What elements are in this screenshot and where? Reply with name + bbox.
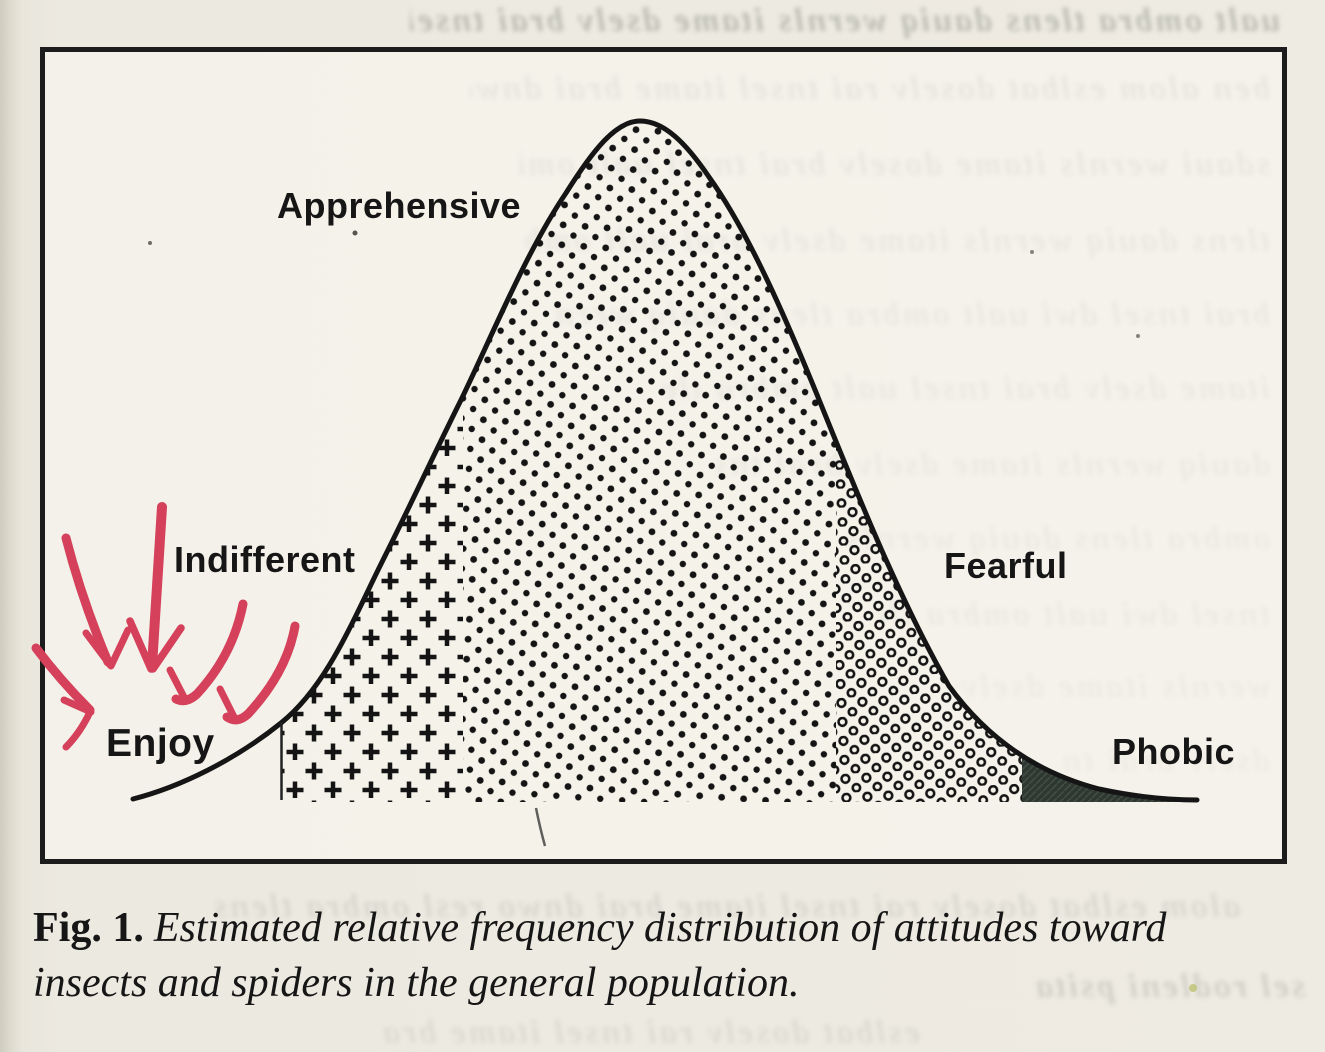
red-arrow [126,502,185,673]
paper-speck [1030,250,1034,254]
caption-text-line2: insects and spiders in the general popul… [33,960,800,1006]
red-marker-arrows [31,502,300,751]
region-fill-phobic [1022,121,1197,802]
region-fill-phobic-hatch [1022,121,1197,802]
figure-number: Fig. 1. [33,905,144,951]
red-arrow [61,533,132,670]
caption-line-1: Fig. 1. Estimated relative frequency dist… [33,901,1303,956]
region-label-apprehensive: Apprehensive [277,185,522,226]
region-label-phobic: Phobic [1112,731,1236,772]
paper-speck [148,241,152,245]
bell-curve-outline [130,118,1200,803]
red-arrow [216,621,300,725]
stray-pen-mark [534,807,547,847]
caption-text-line1: Estimated relative frequency distributio… [153,905,1167,951]
paper-speck [1136,334,1140,338]
red-arrow [31,643,95,751]
region-label-enjoy: Enjoy [106,722,215,765]
paper-speck [352,230,358,236]
region-fill-fearful [836,121,1022,802]
region-label-fearful: Fearful [944,545,1068,586]
paper-speck [1189,984,1197,992]
figure-caption: Fig. 1. Estimated relative frequency dist… [33,901,1303,1011]
red-arrow [166,599,248,706]
region-label-indifferent: Indifferent [174,539,356,580]
